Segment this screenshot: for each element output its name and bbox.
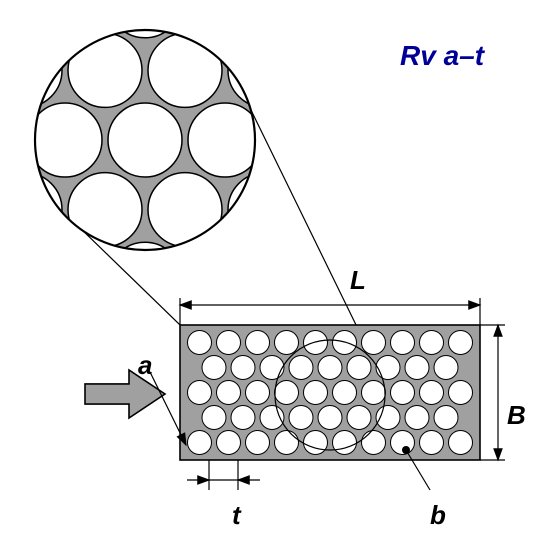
hole (434, 406, 458, 430)
label-t: t (232, 500, 241, 531)
hole (188, 431, 212, 455)
hole (246, 331, 270, 355)
hole (318, 406, 342, 430)
hole (347, 356, 371, 380)
hole (362, 431, 386, 455)
hole (449, 381, 473, 405)
label-a: a (138, 350, 152, 381)
hole (362, 331, 386, 355)
magnifier-line (234, 75, 374, 362)
hole (362, 381, 386, 405)
hole (275, 381, 299, 405)
hole (391, 331, 415, 355)
hole (391, 381, 415, 405)
hole (260, 356, 284, 380)
diagram-stage: Rv a–t L B a t b (0, 0, 550, 550)
hole (420, 331, 444, 355)
hole (246, 431, 270, 455)
hole (217, 331, 241, 355)
hole (202, 406, 226, 430)
hole (333, 381, 357, 405)
label-b-dim: B (507, 400, 526, 431)
hole (318, 356, 342, 380)
hole (188, 331, 212, 355)
hole (347, 406, 371, 430)
hole (376, 356, 400, 380)
hole (304, 431, 328, 455)
hole (333, 431, 357, 455)
hole (217, 381, 241, 405)
hole (275, 331, 299, 355)
label-b: b (430, 500, 446, 531)
hole (231, 356, 255, 380)
hole (289, 406, 313, 430)
hole (405, 356, 429, 380)
hole (449, 331, 473, 355)
hole (405, 406, 429, 430)
leader-b-dot (402, 446, 410, 454)
hole (217, 431, 241, 455)
magnifier-view (0, 0, 382, 316)
hole (420, 431, 444, 455)
hole (231, 406, 255, 430)
hole (304, 381, 328, 405)
hole (289, 356, 313, 380)
hole (246, 381, 270, 405)
title-text: Rv a–t (400, 40, 484, 72)
hole (275, 431, 299, 455)
diagram-svg (0, 0, 550, 550)
label-l: L (350, 265, 366, 296)
hole (188, 381, 212, 405)
hole (202, 356, 226, 380)
hole (420, 381, 444, 405)
hole (449, 431, 473, 455)
hole (434, 356, 458, 380)
